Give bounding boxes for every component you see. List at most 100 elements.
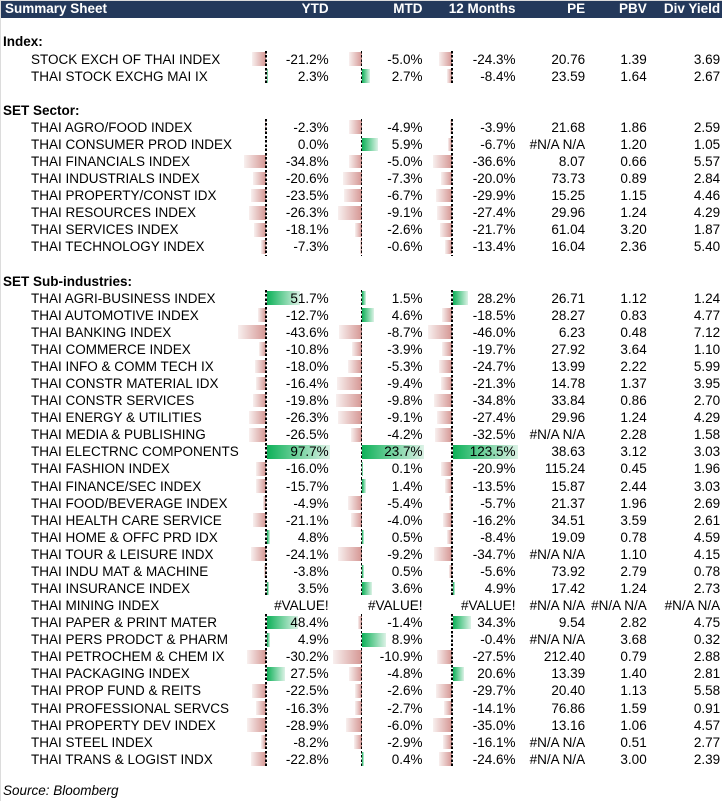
m12-cell[interactable]: -34.8% (426, 392, 520, 410)
m12-cell[interactable]: -27.4% (426, 204, 520, 222)
row-label[interactable]: THAI PROPERTY/CONST IDX (31, 188, 217, 204)
mtd-cell[interactable]: -6.7% (331, 187, 425, 205)
row-label[interactable]: THAI INDUSTRIALS INDEX (31, 171, 200, 187)
row-label[interactable]: THAI HOME & OFFC PRD IDX (31, 529, 218, 545)
m12-cell[interactable]: -0.4% (426, 631, 520, 649)
m12-cell[interactable]: 4.9% (426, 579, 520, 598)
pbv-cell[interactable]: 2.79 (589, 563, 650, 580)
mtd-cell[interactable]: -5.3% (331, 357, 425, 376)
pe-cell[interactable]: 16.04 (519, 238, 588, 255)
ytd-cell[interactable]: -15.7% (236, 477, 331, 495)
m12-cell[interactable]: -20.9% (426, 460, 520, 478)
row-label[interactable]: THAI SERVICES INDEX (31, 222, 179, 238)
pbv-cell[interactable]: 1.06 (589, 717, 650, 734)
row-label[interactable]: THAI ELECTRNC COMPONENTS (31, 444, 239, 460)
pbv-cell[interactable]: 1.10 (589, 546, 650, 563)
ytd-cell[interactable]: 0.0% (236, 135, 331, 154)
pe-cell[interactable]: 212.40 (519, 648, 588, 665)
m12-cell[interactable]: -16.1% (426, 733, 520, 751)
ytd-cell[interactable]: -22.5% (236, 682, 331, 700)
m12-cell[interactable]: -18.5% (426, 306, 520, 324)
pbv-cell[interactable]: 0.48 (589, 324, 650, 341)
ytd-cell[interactable]: -18.1% (236, 221, 331, 239)
mtd-cell[interactable]: -5.4% (331, 494, 425, 512)
mtd-cell[interactable]: -9.8% (331, 392, 425, 410)
div-cell[interactable]: 1.05 (650, 136, 722, 153)
ytd-cell[interactable]: -18.0% (236, 357, 331, 376)
section-label[interactable]: Index: (3, 34, 43, 50)
mtd-cell[interactable]: 8.9% (331, 631, 425, 649)
pbv-cell[interactable]: 1.12 (589, 290, 650, 307)
row-label[interactable]: THAI TRANS & LOGIST INDX (31, 751, 213, 767)
ytd-cell[interactable]: 2.3% (236, 67, 331, 85)
mtd-cell[interactable]: 3.6% (331, 579, 425, 598)
m12-cell[interactable]: -13.5% (426, 477, 520, 495)
pbv-cell[interactable]: #N/A N/A (589, 597, 650, 614)
mtd-cell[interactable]: -10.9% (331, 648, 425, 666)
div-cell[interactable]: 3.69 (650, 51, 722, 68)
mtd-cell[interactable]: -9.1% (331, 204, 425, 222)
pbv-cell[interactable]: 0.66 (589, 153, 650, 170)
div-cell[interactable]: 2.67 (650, 68, 722, 85)
row-label[interactable]: THAI AUTOMOTIVE INDEX (31, 307, 199, 323)
m12-cell[interactable]: -8.4% (426, 67, 520, 85)
m12-cell[interactable]: -21.7% (426, 221, 520, 239)
div-cell[interactable]: 1.58 (650, 426, 722, 443)
pe-cell[interactable]: 73.73 (519, 170, 588, 187)
div-cell[interactable]: 1.10 (650, 341, 722, 358)
ytd-cell[interactable]: -16.0% (236, 460, 331, 478)
pbv-cell[interactable]: 2.28 (589, 426, 650, 443)
mtd-cell[interactable]: -0.6% (331, 238, 425, 256)
row-label[interactable]: THAI CONSTR MATERIAL IDX (31, 376, 219, 392)
m12-cell[interactable]: -8.4% (426, 528, 520, 546)
m12-cell[interactable]: 20.6% (426, 665, 520, 683)
pe-cell[interactable]: 6.23 (519, 324, 588, 341)
pbv-cell[interactable]: 0.78 (589, 529, 650, 546)
header-col-12months[interactable]: 12 Months (448, 1, 516, 16)
mtd-cell[interactable]: -4.2% (331, 426, 425, 444)
ytd-cell[interactable]: -24.1% (236, 545, 331, 563)
header-col-pe[interactable]: PE (567, 1, 586, 16)
div-cell[interactable]: 3.03 (650, 443, 722, 460)
mtd-cell[interactable]: 5.9% (331, 135, 425, 154)
ytd-cell[interactable]: -4.9% (236, 494, 331, 512)
m12-cell[interactable]: -5.7% (426, 494, 520, 512)
pe-cell[interactable]: #N/A N/A (519, 751, 588, 768)
pe-cell[interactable]: 20.40 (519, 682, 588, 699)
row-label[interactable]: THAI PROPERTY DEV INDEX (31, 717, 216, 733)
mtd-cell[interactable]: 0.5% (331, 528, 425, 546)
div-cell[interactable]: 2.61 (650, 512, 722, 529)
row-label[interactable]: THAI INDU MAT & MACHINE (31, 563, 209, 579)
mtd-cell[interactable]: -5.0% (331, 153, 425, 171)
m12-cell[interactable]: -21.3% (426, 375, 520, 393)
div-cell[interactable]: 2.77 (650, 734, 722, 751)
row-label[interactable]: THAI HEALTH CARE SERVICE (31, 512, 222, 528)
m12-cell[interactable]: -29.9% (426, 187, 520, 205)
source-note[interactable]: Source: Bloomberg (3, 782, 119, 798)
pbv-cell[interactable]: 1.96 (589, 495, 650, 512)
ytd-cell[interactable]: -8.2% (236, 733, 331, 751)
pbv-cell[interactable]: 3.00 (589, 751, 650, 768)
row-label[interactable]: THAI FOOD/BEVERAGE INDEX (31, 495, 228, 511)
pe-cell[interactable]: 15.25 (519, 187, 588, 204)
pe-cell[interactable]: 26.71 (519, 290, 588, 307)
pbv-cell[interactable]: 1.39 (589, 51, 650, 68)
pbv-cell[interactable]: 3.68 (589, 631, 650, 648)
m12-cell[interactable]: -34.7% (426, 545, 520, 563)
ytd-cell[interactable]: 4.9% (236, 631, 331, 649)
ytd-cell[interactable]: -22.8% (236, 750, 331, 768)
pbv-cell[interactable]: 2.44 (589, 478, 650, 495)
mtd-cell[interactable]: #VALUE! (331, 597, 425, 614)
ytd-cell[interactable]: -16.3% (236, 699, 331, 717)
m12-cell[interactable]: -24.6% (426, 750, 520, 768)
row-label[interactable]: THAI CONSUMER PROD INDEX (31, 136, 233, 152)
pbv-cell[interactable]: 2.36 (589, 238, 650, 255)
row-label[interactable]: THAI PROFESSIONAL SERVCS (31, 700, 230, 716)
row-label[interactable]: THAI TOUR & LEISURE INDX (31, 546, 214, 562)
mtd-cell[interactable]: -4.9% (331, 118, 425, 136)
pbv-cell[interactable]: 3.20 (589, 221, 650, 238)
pe-cell[interactable]: 13.39 (519, 665, 588, 682)
mtd-cell[interactable]: -9.2% (331, 545, 425, 563)
m12-cell[interactable]: -24.3% (426, 50, 520, 68)
ytd-cell[interactable]: -26.3% (236, 204, 331, 222)
